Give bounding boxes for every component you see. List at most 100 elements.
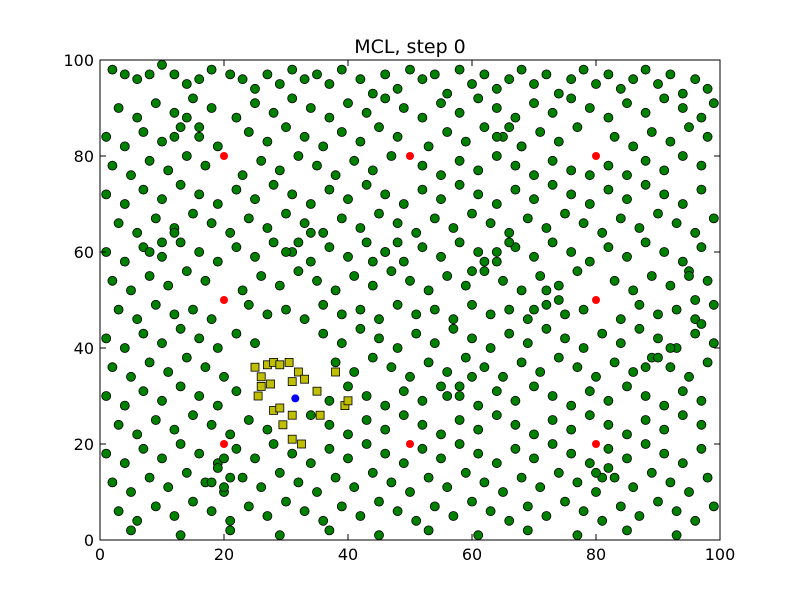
particles-point	[299, 74, 310, 85]
particles-point	[665, 69, 676, 80]
particles-point	[671, 530, 682, 541]
particles-point	[491, 131, 502, 142]
particles-point	[584, 103, 595, 113]
particles-point	[541, 223, 552, 233]
particles-point	[460, 280, 471, 291]
particles-point	[336, 127, 347, 137]
particles-point	[392, 83, 403, 94]
particles-point	[423, 285, 434, 296]
particles-point	[405, 64, 415, 75]
particles-point	[237, 74, 248, 85]
particles-point	[553, 136, 564, 147]
particles-point	[442, 88, 453, 99]
particles-point	[181, 151, 192, 161]
particles-point	[188, 304, 198, 315]
particles-point	[107, 477, 118, 488]
particles-point	[696, 395, 707, 406]
particles-point	[671, 304, 682, 315]
particles-point	[256, 482, 267, 493]
particles-point	[597, 227, 608, 238]
particles-point	[653, 496, 663, 507]
particles-point	[212, 199, 223, 209]
particles-point	[529, 194, 539, 205]
particles-point	[615, 213, 626, 224]
estimates-point	[312, 386, 322, 396]
particles-point	[609, 357, 620, 368]
particles-point	[429, 304, 440, 315]
particles-point	[324, 395, 335, 406]
particles-point	[628, 74, 639, 85]
particles-point	[268, 439, 279, 449]
particles-point	[107, 64, 118, 75]
particles-point	[281, 247, 291, 257]
particles-point	[132, 74, 143, 85]
particles-point	[671, 218, 682, 229]
particles-point	[157, 59, 167, 70]
particles-point	[188, 93, 198, 104]
estimates-point	[293, 367, 303, 377]
particles-point	[175, 530, 186, 541]
chart-title: MCL, step 0	[354, 36, 466, 58]
particles-point	[560, 208, 570, 219]
estimates-point	[331, 367, 341, 377]
particles-point	[498, 275, 508, 286]
particles-point	[157, 237, 167, 248]
particles-point	[250, 83, 260, 94]
particles-point	[572, 362, 583, 373]
particles-point	[578, 343, 589, 353]
particles-point	[212, 400, 223, 411]
particles-point	[566, 424, 577, 435]
particles-point	[144, 69, 155, 80]
particles-point	[169, 511, 180, 521]
particles-point	[473, 400, 484, 411]
particles-point	[436, 194, 446, 205]
particles-point	[479, 122, 490, 133]
particles-point	[504, 227, 515, 238]
particles-point	[281, 122, 291, 133]
particles-point	[684, 271, 694, 281]
particles-point	[169, 227, 180, 238]
particles-point	[318, 515, 329, 526]
y-tick-label: 0	[84, 531, 94, 550]
particles-point	[442, 127, 453, 137]
particles-point	[287, 64, 298, 75]
particles-point	[628, 141, 639, 152]
particles-point	[491, 151, 502, 161]
particles-point	[684, 122, 694, 133]
particles-point	[324, 112, 335, 123]
y-tick-label: 80	[74, 147, 94, 166]
particles-point	[181, 79, 192, 89]
particles-point	[324, 443, 335, 454]
particles-point	[529, 79, 539, 89]
particles-point	[640, 64, 651, 75]
particles-point	[212, 141, 223, 152]
particles-point	[206, 477, 217, 488]
particles-point	[175, 122, 186, 133]
particles-point	[144, 357, 155, 368]
particles-point	[702, 83, 713, 94]
particles-point	[163, 367, 174, 377]
x-tick-label: 20	[214, 545, 234, 564]
particles-point	[119, 69, 130, 80]
particles-point	[411, 515, 422, 526]
particles-point	[324, 525, 335, 536]
particles-point	[398, 458, 409, 469]
particles-point	[405, 371, 415, 382]
particles-point	[553, 280, 564, 291]
particles-point	[603, 463, 614, 473]
particles-point	[200, 275, 211, 286]
particles-point	[250, 251, 260, 262]
particles-point	[132, 112, 143, 123]
particles-point	[305, 458, 316, 469]
particles-point	[615, 83, 626, 94]
particles-point	[107, 362, 118, 373]
particles-point	[411, 227, 422, 238]
particles-point	[262, 223, 273, 233]
particles-point	[336, 338, 347, 349]
particles-point	[622, 194, 632, 205]
particles-point	[386, 362, 397, 373]
particles-point	[318, 299, 329, 310]
particles-point	[361, 107, 372, 118]
particles-point	[262, 309, 273, 320]
particles-point	[138, 443, 149, 454]
